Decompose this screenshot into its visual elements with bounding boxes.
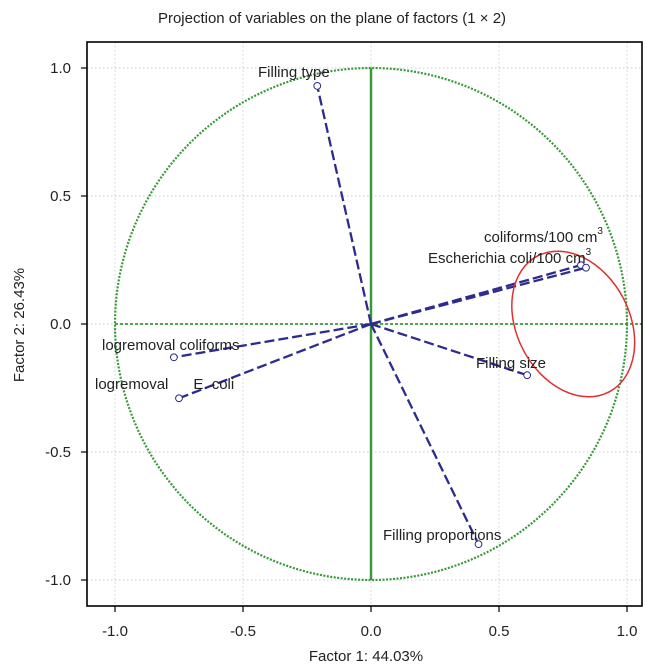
vector-line	[173, 322, 372, 359]
variable-label: coliforms/100 cm3	[484, 226, 603, 246]
x-tick-label: 0.0	[361, 623, 382, 640]
unit-circle-layer	[113, 66, 642, 582]
vector-point	[313, 82, 322, 90]
y-tick-label: 0.5	[50, 188, 71, 205]
variable-label: Filling type	[258, 64, 330, 81]
vector-point	[175, 394, 183, 403]
loading-vectors	[169, 82, 590, 549]
variable-labels: Filling type coliforms/100 cm3Escherichia…	[95, 64, 603, 544]
highlight-layer	[511, 250, 636, 398]
vector-point	[582, 263, 590, 272]
x-tick-label: -1.0	[102, 623, 128, 640]
chart-title: Projection of variables on the plane of …	[158, 10, 506, 27]
variable-label: Escherichia coli/100 cm3	[428, 247, 592, 267]
variable-label: logremoval coliforms	[102, 337, 240, 354]
x-axis-title: Factor 1: 44.03%	[309, 648, 423, 665]
x-tick-label: 0.5	[489, 623, 510, 640]
variable-label: logremoval E. coli	[95, 376, 234, 393]
y-tick-label: 1.0	[50, 60, 71, 77]
tick-marks	[81, 67, 628, 612]
y-tick-label: -0.5	[45, 444, 71, 461]
vector-point	[474, 540, 483, 549]
highlight-ellipse	[511, 250, 636, 398]
vector-point	[523, 371, 532, 380]
vector-line	[369, 323, 480, 545]
variable-label: Filling proportions	[383, 527, 501, 544]
vector-point	[169, 353, 178, 362]
variable-label: Filling size	[476, 355, 546, 372]
vector-line	[316, 85, 373, 325]
y-axis-title: Factor 2: 26.43%	[11, 268, 28, 382]
plot-frame	[86, 41, 643, 607]
x-tick-label: -0.5	[230, 623, 256, 640]
x-tick-label: 1.0	[617, 623, 638, 640]
vector-line	[178, 322, 372, 400]
y-tick-label: 0.0	[50, 316, 71, 333]
vector-line	[370, 266, 587, 326]
y-tick-label: -1.0	[45, 572, 71, 589]
